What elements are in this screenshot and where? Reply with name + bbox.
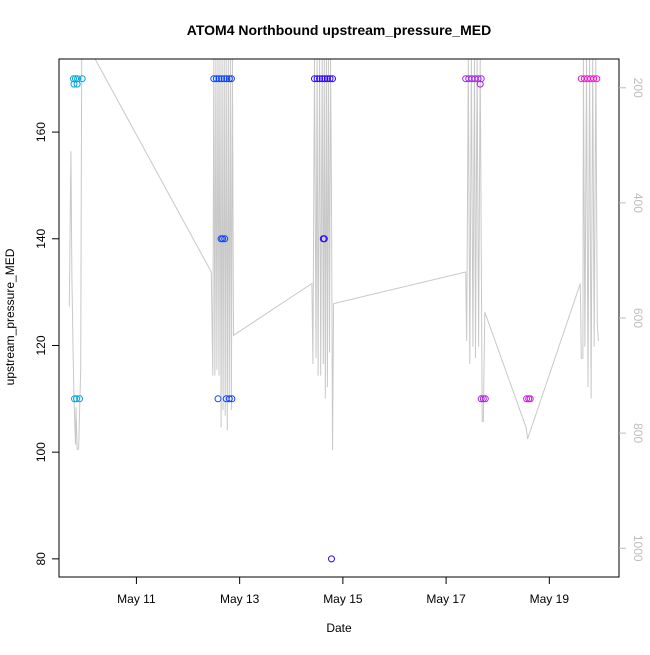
data-point — [329, 75, 336, 83]
x-tick-label: May 13 — [220, 592, 260, 606]
x-axis-label: Date — [326, 621, 352, 635]
data-point — [523, 395, 531, 403]
data-point — [227, 75, 235, 83]
data-point — [225, 75, 233, 83]
data-point — [76, 395, 84, 403]
data-point — [214, 395, 222, 403]
data-point — [526, 395, 534, 403]
y-axis-label: upstream_pressure_MED — [3, 248, 17, 385]
axes-layer: May 11 May 13 May 15 May 17 May 19 80 100 120 14… — [34, 58, 645, 606]
data-point — [74, 75, 82, 83]
data-point — [476, 80, 484, 88]
data-point — [316, 75, 324, 83]
data-point — [71, 395, 78, 403]
right-y-tick-label: 800 — [631, 423, 645, 443]
data-point — [221, 235, 229, 243]
x-tick-label: May 15 — [323, 592, 363, 606]
chart-title: ATOM4 Northbound upstream_pressure_MED — [187, 22, 491, 38]
y-tick-label: 160 — [34, 122, 48, 142]
pressure-line-series — [68, 59, 599, 451]
data-point — [318, 75, 326, 83]
data-point — [78, 75, 86, 83]
data-point — [481, 395, 489, 403]
data-point — [218, 75, 226, 83]
x-tick-label: May 19 — [530, 592, 570, 606]
data-point — [590, 75, 598, 83]
data-point — [225, 395, 233, 403]
data-point — [593, 75, 601, 83]
data-point — [228, 395, 236, 403]
right-y-tick-label: 1000 — [631, 535, 645, 562]
data-point — [210, 75, 218, 83]
data-point — [311, 75, 318, 83]
data-point — [477, 395, 485, 403]
y-tick-label: 120 — [34, 335, 48, 355]
data-point — [73, 80, 81, 88]
series-layer — [68, 59, 599, 451]
data-point — [320, 235, 328, 243]
data-point — [326, 75, 334, 83]
right-y-tick-label: 400 — [631, 193, 645, 213]
data-point — [220, 75, 228, 83]
points-layer — [70, 75, 601, 563]
data-point — [323, 75, 331, 83]
data-point — [219, 235, 227, 243]
x-tick-label: May 17 — [426, 592, 466, 606]
plot-box — [58, 58, 620, 578]
data-point — [73, 395, 80, 403]
x-tick-label: May 11 — [117, 592, 156, 606]
right-y-tick-label: 600 — [631, 308, 645, 328]
data-point — [223, 75, 231, 83]
data-point — [70, 75, 77, 83]
data-point — [70, 80, 78, 88]
data-point — [479, 395, 487, 403]
data-point — [328, 555, 335, 563]
data-point — [215, 75, 223, 83]
y-tick-label: 100 — [34, 442, 48, 462]
data-point — [321, 75, 329, 83]
data-point — [313, 75, 321, 83]
y-tick-label: 80 — [34, 552, 48, 566]
data-point — [212, 75, 220, 83]
right-y-tick-label: 200 — [631, 78, 645, 98]
y-tick-label: 140 — [34, 228, 48, 248]
